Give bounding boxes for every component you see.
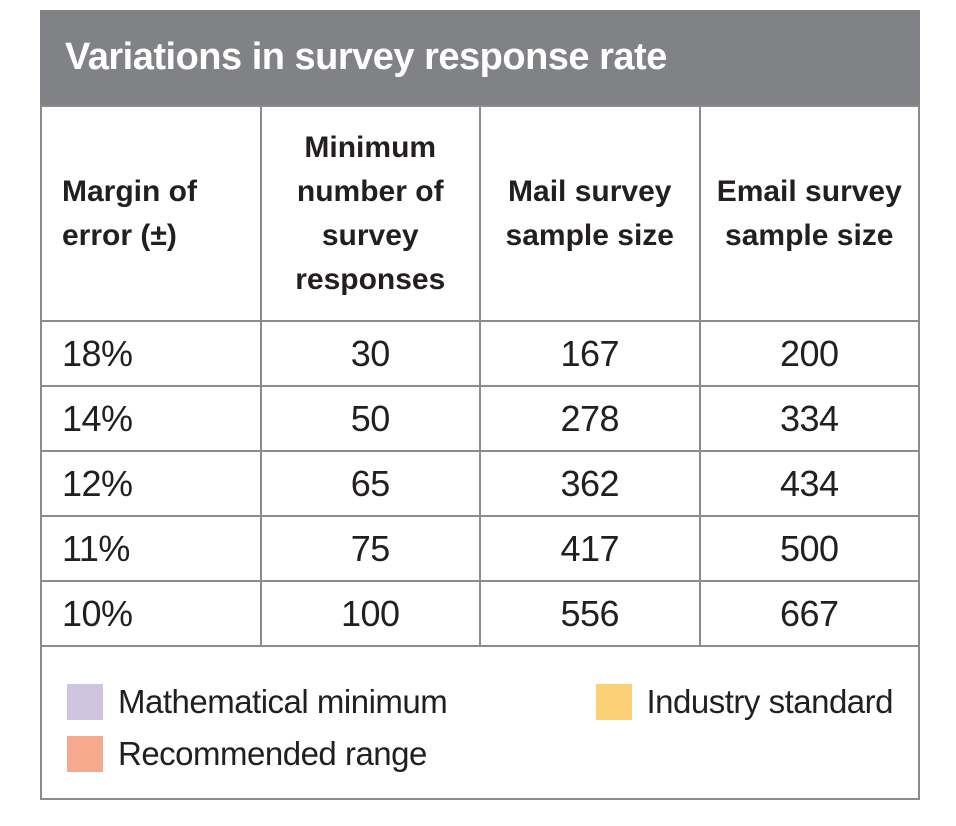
column-header-mail-sample: Mail survey sample size — [479, 105, 701, 322]
column-header-min-responses: Minimum number of survey responses — [259, 105, 481, 322]
survey-response-table: Margin of error (±) Minimum number of su… — [40, 105, 920, 647]
legend-label-mathematical-minimum: Mathematical minimum — [118, 683, 448, 720]
margin-of-error-cell: 11% — [40, 515, 262, 582]
table-title: Variations in survey response rate — [65, 36, 667, 78]
margin-of-error-cell: 18% — [40, 320, 262, 387]
table-title-bar: Variations in survey response rate — [40, 10, 920, 105]
email-sample-cell: 334 — [698, 385, 920, 452]
legend-item-mathematical-minimum: Mathematical minimum — [67, 683, 448, 721]
mail-sample-cell: 278 — [479, 385, 701, 452]
legend: Mathematical minimum Industry standard R… — [40, 647, 920, 800]
legend-swatch-mathematical-minimum — [67, 684, 103, 720]
table-row: 14% 50 278 334 — [40, 385, 920, 452]
email-sample-cell: 667 — [698, 580, 920, 647]
table-row: 11% 75 417 500 — [40, 515, 920, 582]
legend-item-industry-standard: Industry standard — [595, 683, 894, 721]
mail-sample-cell: 167 — [479, 320, 701, 387]
margin-of-error-cell: 12% — [40, 450, 262, 517]
column-header-margin-of-error: Margin of error (±) — [40, 105, 262, 322]
legend-swatch-industry-standard — [595, 684, 632, 720]
legend-line: Mathematical minimum Industry standard — [67, 683, 894, 721]
table-row: 10% 100 556 667 — [40, 580, 920, 647]
legend-line: Recommended range — [67, 735, 893, 773]
table-row: 18% 30 167 200 — [40, 320, 920, 387]
legend-label-recommended-range: Recommended range — [118, 735, 427, 772]
column-header-email-sample: Email survey sample size — [698, 105, 920, 322]
min-responses-cell: 65 — [259, 450, 481, 517]
margin-of-error-cell: 14% — [40, 385, 262, 452]
header-row: Margin of error (±) Minimum number of su… — [40, 105, 920, 322]
margin-of-error-cell: 10% — [40, 580, 262, 647]
min-responses-cell: 30 — [259, 320, 481, 387]
mail-sample-cell: 417 — [479, 515, 701, 582]
email-sample-cell: 434 — [698, 450, 920, 517]
legend-swatch-recommended-range — [67, 736, 103, 772]
email-sample-cell: 500 — [698, 515, 920, 582]
table-row: 12% 65 362 434 — [40, 450, 920, 517]
mail-sample-cell: 556 — [479, 580, 701, 647]
legend-item-recommended-range: Recommended range — [67, 735, 427, 773]
mail-sample-cell: 362 — [479, 450, 701, 517]
survey-response-rate-figure: Variations in survey response rate Margi… — [40, 10, 920, 800]
min-responses-cell: 50 — [259, 385, 481, 452]
email-sample-cell: 200 — [698, 320, 920, 387]
min-responses-cell: 75 — [259, 515, 481, 582]
legend-label-industry-standard: Industry standard — [646, 683, 894, 720]
min-responses-cell: 100 — [259, 580, 481, 647]
